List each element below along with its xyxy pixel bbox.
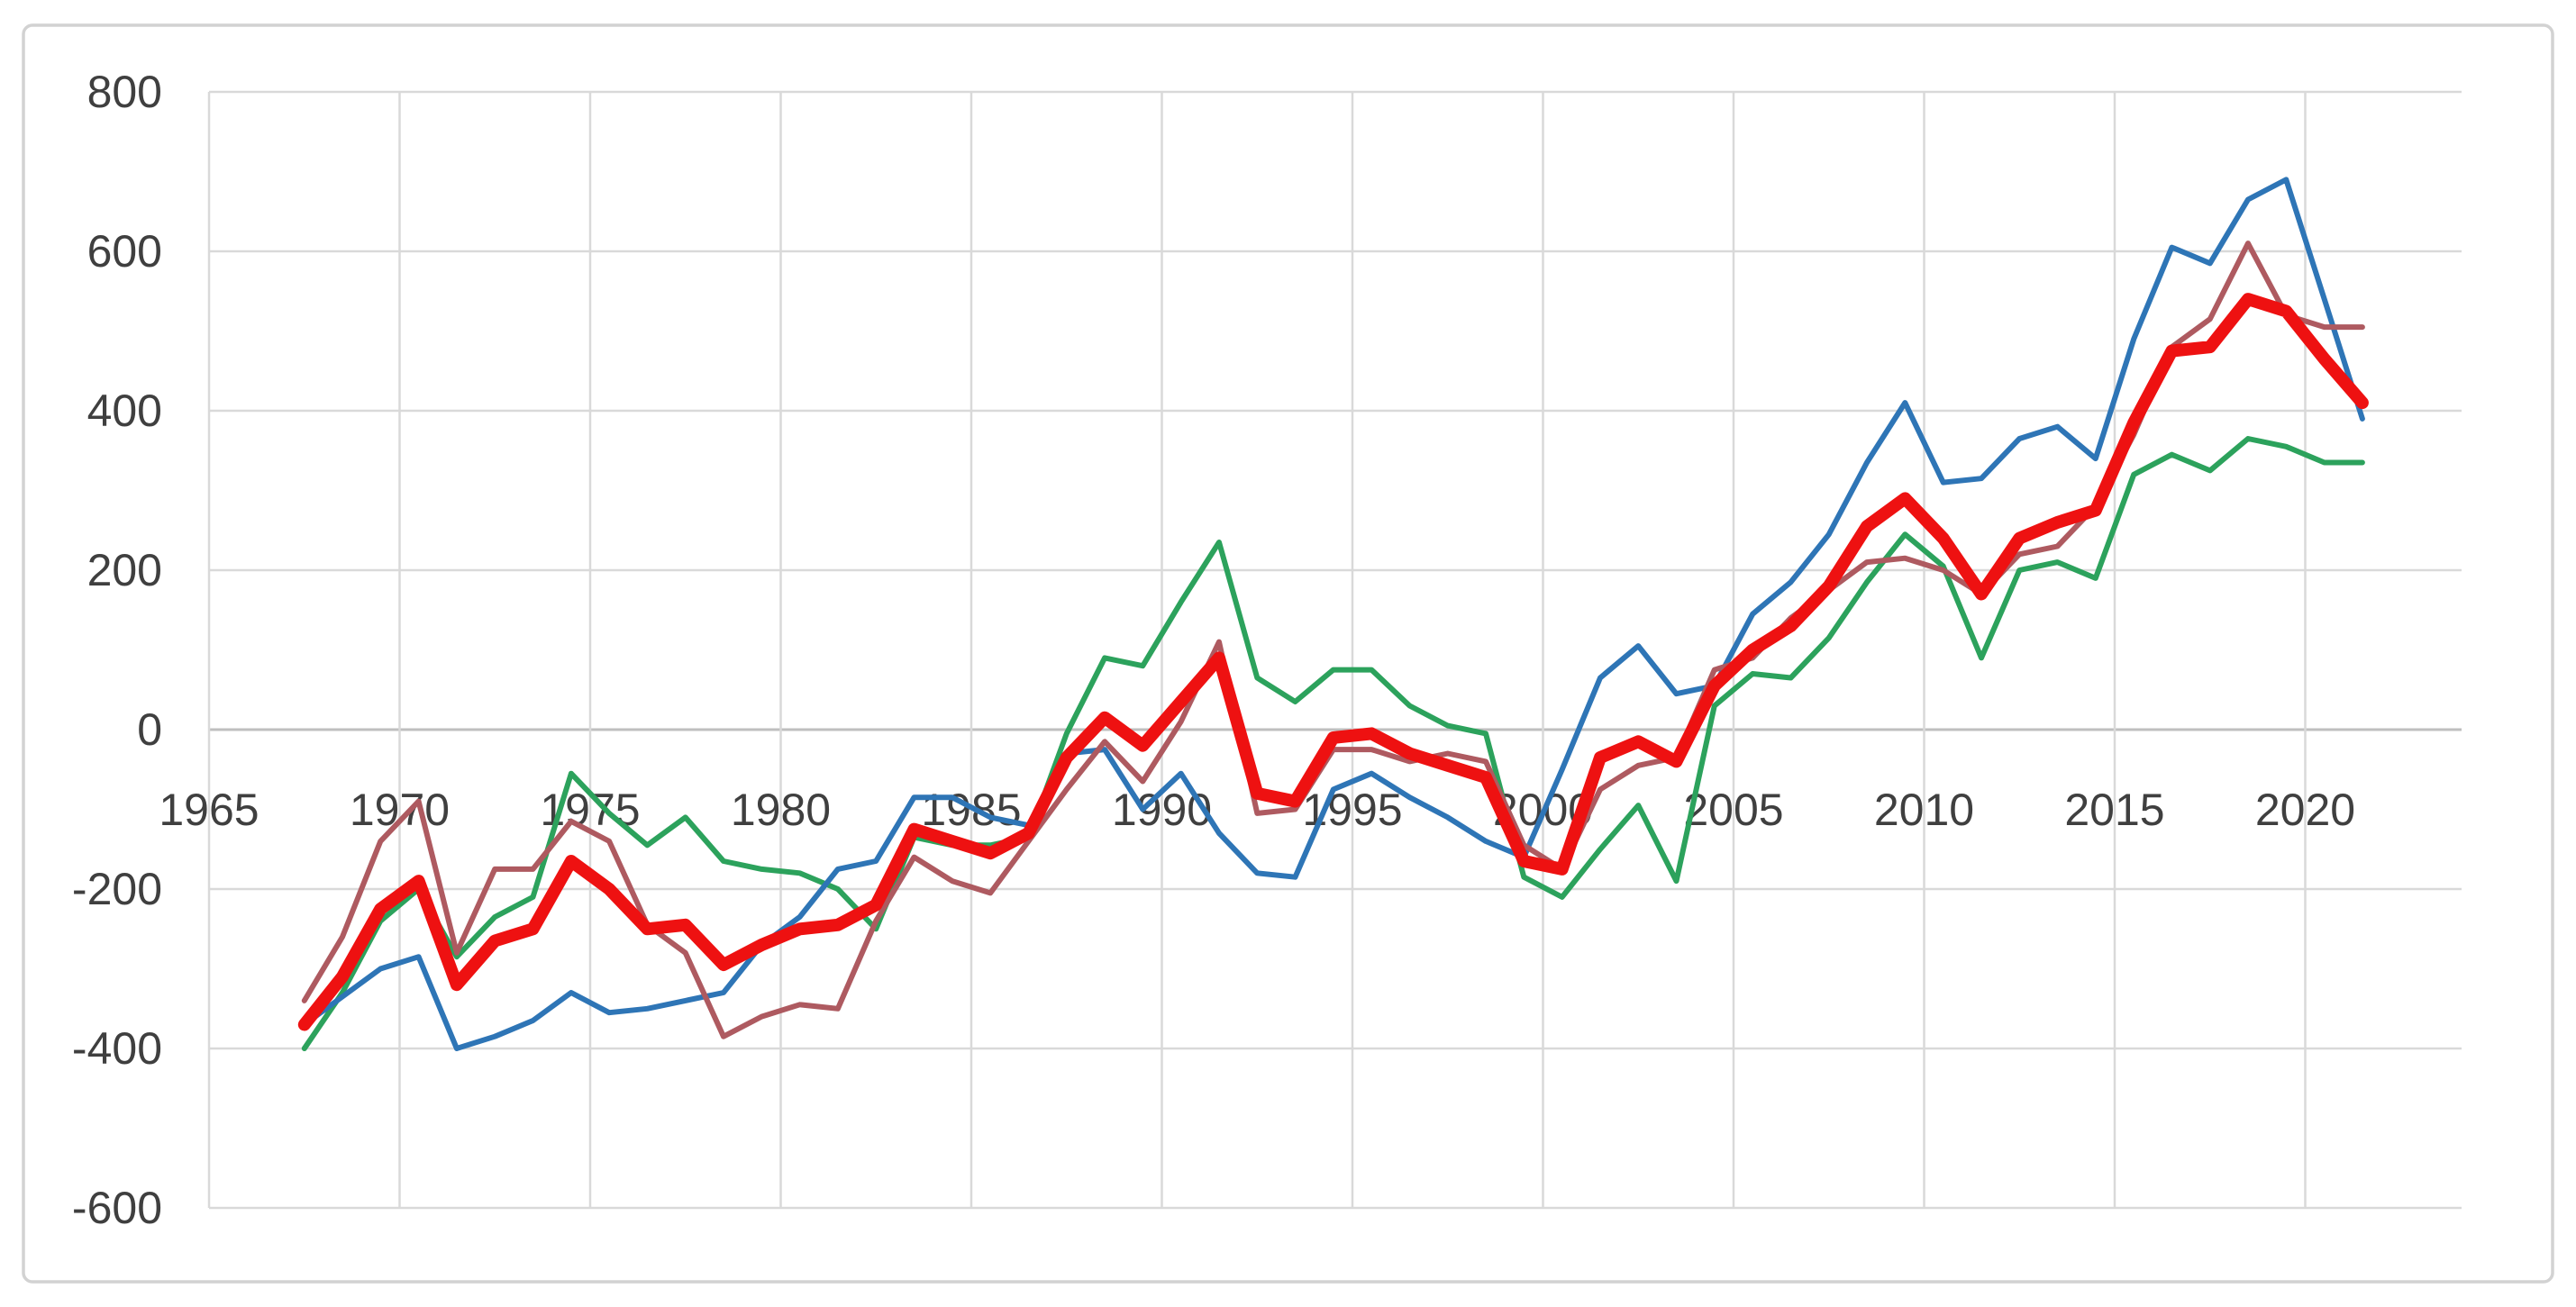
- y-axis-label-400: 400: [87, 386, 162, 436]
- x-axis-label-1980: 1980: [731, 785, 831, 835]
- y-axis-label--200: -200: [72, 864, 162, 914]
- y-axis-label--400: -400: [72, 1023, 162, 1074]
- x-axis-label-2020: 2020: [2255, 785, 2355, 835]
- y-axis-label-800: 800: [87, 67, 162, 117]
- y-axis-label-600: 600: [87, 226, 162, 277]
- dark-red-line: [301, 241, 2365, 1039]
- bold-red-line: [297, 293, 2369, 1031]
- x-axis-label-1965: 1965: [159, 785, 259, 835]
- x-axis-label-2015: 2015: [2064, 785, 2164, 835]
- y-axis-label-200: 200: [87, 545, 162, 595]
- y-axis-label--600: -600: [72, 1183, 162, 1233]
- green-line: [301, 436, 2365, 1051]
- x-axis-label-2005: 2005: [1683, 785, 1783, 835]
- blue-line: [301, 177, 2365, 1051]
- x-axis-label-2010: 2010: [1874, 785, 1974, 835]
- chart-border: [22, 23, 2554, 1284]
- x-axis-label-1970: 1970: [350, 785, 450, 835]
- y-axis-label-0: 0: [137, 704, 162, 755]
